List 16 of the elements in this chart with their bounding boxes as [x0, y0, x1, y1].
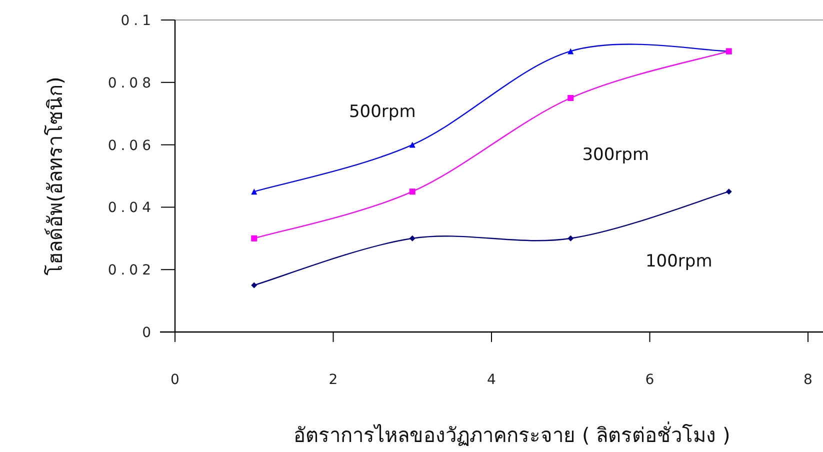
x-tick-label: 0	[170, 372, 180, 388]
y-tick-label: 0.1	[120, 13, 155, 29]
y-tick-label: 0.02	[108, 262, 155, 279]
y-tick-label: 0.06	[108, 138, 155, 154]
x-tick-label: 8	[804, 372, 812, 388]
text: 300rpm	[582, 145, 650, 165]
series-label: 500rpm	[348, 102, 416, 122]
x-tick-label: 6	[645, 372, 654, 388]
y-axis-title: โฮลด์อัพ(อัลทราโซนิก)	[43, 76, 67, 276]
y-tick-label: 0.04	[108, 200, 155, 216]
x-tick-label: 4	[487, 372, 496, 388]
y-tick-label: 0.08	[108, 75, 155, 92]
x-tick-label: 2	[328, 372, 338, 388]
series-label: 100rpm	[645, 252, 712, 272]
x-axis-title: อัตราการไหลของวัฏภาคกระจาย ( ลิตรต่อชั่วโมง )	[294, 421, 730, 447]
y-tick-label: 0	[142, 325, 155, 341]
